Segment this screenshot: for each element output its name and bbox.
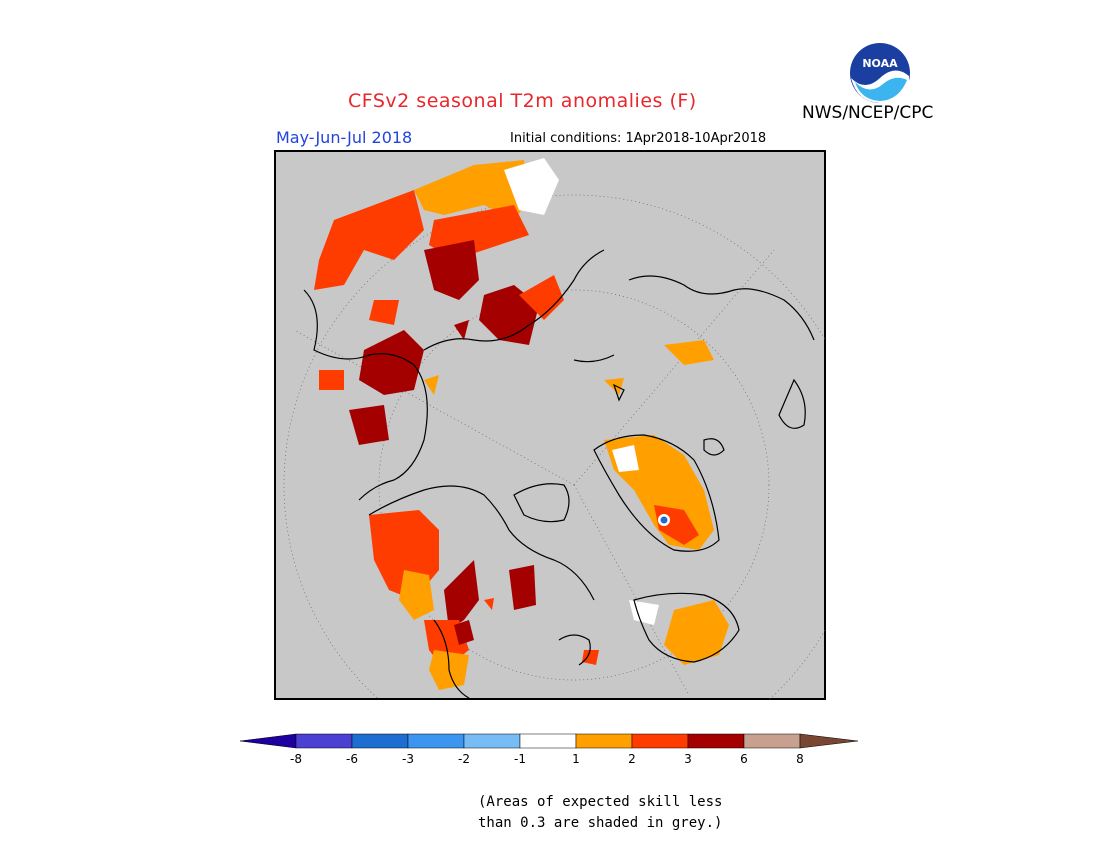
colorbar-tick-label: -6	[346, 752, 358, 766]
colorbar-bin-7	[631, 733, 689, 749]
colorbar-bin-8	[687, 733, 745, 749]
map-title: CFSv2 seasonal T2m anomalies (F)	[348, 90, 697, 112]
colorbar-bin-9	[743, 733, 801, 749]
colorbar-tick-label: -8	[290, 752, 302, 766]
colorbar-tick-label: 3	[684, 752, 692, 766]
noaa-logo-text: NOAA	[862, 57, 898, 70]
forecast-period: May-Jun-Jul 2018	[276, 128, 413, 147]
colorbar-bin-2	[351, 733, 409, 749]
anomaly-patches-eurasia	[314, 158, 564, 445]
colorbar-bin-5	[519, 733, 577, 749]
colorbar-bin-10	[799, 733, 859, 749]
anomaly-map	[274, 150, 826, 700]
colorbar-bin-3	[407, 733, 465, 749]
color-scale-legend: -8 -6 -3 -2 -1 1 2 3 6 8	[239, 733, 859, 766]
noaa-logo-icon: NOAA	[850, 43, 910, 104]
colorbar-tick-label: -1	[514, 752, 526, 766]
skill-note: (Areas of expected skill less than 0.3 a…	[478, 792, 722, 834]
agency-label: NWS/NCEP/CPC	[802, 103, 934, 123]
colorbar-bin-0	[239, 733, 297, 749]
skill-note-line-1: (Areas of expected skill less	[478, 794, 723, 810]
colorbar-tick-label: 1	[572, 752, 580, 766]
skill-note-line-2: than 0.3 are shaded in grey.)	[478, 815, 723, 831]
colorbar-tick-label: 2	[628, 752, 636, 766]
colorbar-bin-1	[295, 733, 353, 749]
colorbar-tick-label: 8	[796, 752, 804, 766]
colorbar-tick-label: -3	[402, 752, 414, 766]
colorbar-bin-4	[463, 733, 521, 749]
colorbar-bin-6	[575, 733, 633, 749]
colorbar-tick-label: -2	[458, 752, 470, 766]
anomaly-patches-greenland	[582, 340, 729, 665]
initial-conditions: Initial conditions: 1Apr2018-10Apr2018	[510, 131, 767, 146]
colorbar-tick-label: 6	[740, 752, 748, 766]
coastlines	[303, 249, 815, 699]
